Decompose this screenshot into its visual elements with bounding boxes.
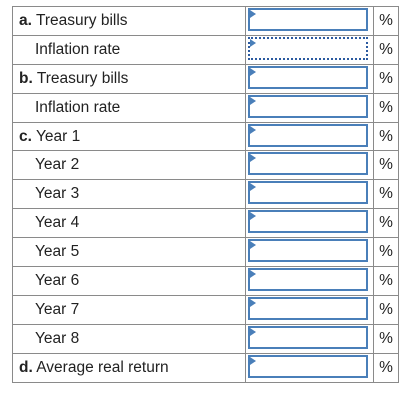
answer-input[interactable] (248, 210, 368, 234)
answer-row: b. Treasury bills% (12, 63, 399, 94)
row-label: Year 2 (12, 150, 246, 181)
answer-input[interactable] (248, 354, 368, 378)
answer-input[interactable] (248, 8, 368, 31)
answer-input-cell (245, 92, 374, 123)
percent-unit: % (373, 352, 399, 383)
percent-unit: % (373, 323, 399, 354)
row-label-text: Year 1 (35, 127, 81, 145)
answer-input-cell (245, 121, 374, 152)
percent-unit: % (373, 34, 399, 65)
row-label: Inflation rate (12, 92, 246, 123)
answer-input[interactable] (248, 181, 368, 205)
answer-input-cell (245, 294, 374, 325)
percent-unit: % (373, 121, 399, 152)
answer-row: Year 6% (12, 266, 399, 296)
percent-unit: % (373, 237, 399, 268)
answer-row: Year 8% (12, 323, 399, 354)
row-label: Year 8 (12, 323, 246, 354)
row-label: Year 7 (12, 294, 246, 325)
row-label-text: Year 3 (35, 185, 80, 203)
answer-input-cell (245, 237, 374, 268)
row-label-text: Inflation rate (35, 40, 121, 58)
answer-input[interactable] (248, 325, 368, 349)
answer-row: Year 5% (12, 237, 399, 268)
answer-row: Year 3% (12, 179, 399, 210)
row-label: Year 6 (12, 266, 246, 296)
row-label-text: Treasury bills (36, 69, 129, 87)
answer-input[interactable] (248, 268, 368, 292)
answer-table-body: a. Treasury bills% Inflation rate% b. Trea… (12, 6, 399, 383)
answer-input[interactable] (248, 239, 368, 263)
answer-input-cell (245, 266, 374, 296)
row-label: c. Year 1 (12, 121, 246, 152)
row-label: Inflation rate (12, 34, 246, 65)
answer-row: Year 2% (12, 150, 399, 181)
percent-unit: % (373, 208, 399, 239)
answer-input-cell (245, 34, 374, 65)
part-letter: a. (19, 11, 32, 29)
answer-row: Year 4% (12, 208, 399, 239)
answer-row: d. Average real return% (12, 352, 399, 383)
percent-unit: % (373, 92, 399, 123)
row-label: Year 5 (12, 237, 246, 268)
answer-row: c. Year 1% (12, 121, 399, 152)
row-label-text: Average real return (36, 358, 169, 376)
percent-unit: % (373, 63, 399, 94)
answer-row: a. Treasury bills% (12, 6, 399, 36)
answer-row: Inflation rate% (12, 92, 399, 123)
answer-row: Inflation rate% (12, 34, 399, 65)
part-letter: c. (19, 127, 32, 145)
row-label-text: Inflation rate (35, 98, 121, 116)
percent-unit: % (373, 150, 399, 181)
row-label-text: Year 7 (35, 300, 80, 318)
row-label: a. Treasury bills (12, 6, 246, 36)
row-label-text: Year 8 (35, 329, 80, 347)
answer-input-cell (245, 323, 374, 354)
row-label-text: Year 5 (35, 243, 80, 261)
answer-input-cell (245, 6, 374, 36)
answer-input-cell (245, 150, 374, 181)
answer-input[interactable] (248, 123, 368, 147)
part-letter: d. (19, 358, 33, 376)
answer-input[interactable] (248, 94, 368, 118)
answer-input-cell (245, 63, 374, 94)
answer-table: a. Treasury bills% Inflation rate% b. Trea… (12, 6, 399, 383)
row-label-text: Treasury bills (35, 11, 128, 29)
answer-row: Year 7% (12, 294, 399, 325)
percent-unit: % (373, 179, 399, 210)
answer-input-cell (245, 179, 374, 210)
row-label-text: Year 6 (35, 271, 80, 289)
row-label-text: Year 4 (35, 214, 80, 232)
row-label: Year 3 (12, 179, 246, 210)
row-label-text: Year 2 (35, 156, 80, 174)
answer-input[interactable] (248, 296, 368, 320)
row-label: Year 4 (12, 208, 246, 239)
row-label: b. Treasury bills (12, 63, 246, 94)
answer-input-cell (245, 352, 374, 383)
answer-input[interactable] (248, 36, 368, 60)
row-label: d. Average real return (12, 352, 246, 383)
part-letter: b. (19, 69, 33, 87)
percent-unit: % (373, 294, 399, 325)
percent-unit: % (373, 266, 399, 296)
answer-input[interactable] (248, 152, 368, 176)
answer-input[interactable] (248, 65, 368, 89)
answer-input-cell (245, 208, 374, 239)
percent-unit: % (373, 6, 399, 36)
